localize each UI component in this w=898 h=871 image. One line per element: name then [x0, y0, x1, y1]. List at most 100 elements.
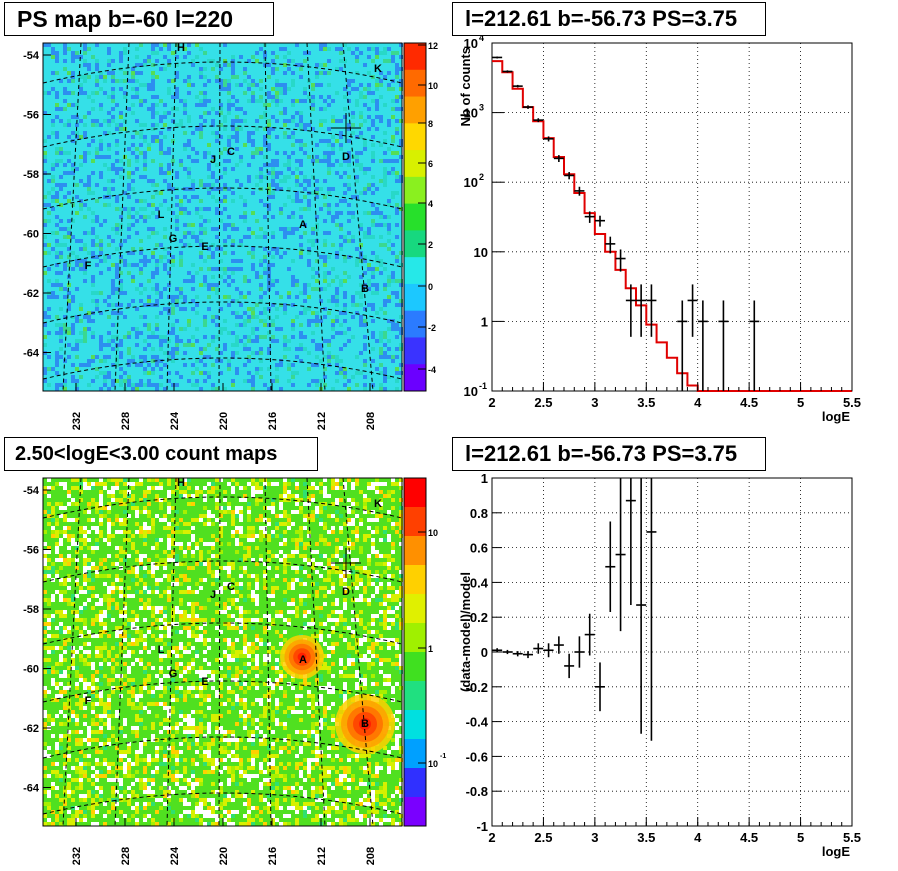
source-label-d: D [342, 151, 350, 163]
source-label-l: L [158, 644, 165, 656]
residual-y-tick-label: 0.4 [470, 575, 489, 590]
residual-data-point [543, 643, 554, 658]
count-map-hotspot [335, 694, 395, 754]
spectrum-data-point [492, 56, 503, 59]
residual-x-tick-label: 4 [694, 830, 702, 845]
spectrum-data-point [687, 284, 698, 337]
source-label-e: E [201, 241, 208, 253]
ps-scale-tick-label: -2 [428, 323, 436, 333]
ps-scale-tick-label: 12 [428, 41, 438, 51]
ps-scale-tick-label: 10 [428, 81, 438, 91]
source-label-d: D [342, 586, 350, 598]
spectrum-y-tick-label: 10 [464, 175, 478, 190]
count-scale-tick-exponent: -1 [440, 753, 446, 760]
map-x-tick-label: 220 [218, 412, 230, 430]
residual-data-point [595, 662, 605, 712]
spectrum-y-tick-exponent: -1 [479, 381, 487, 391]
spectrum-x-tick-label: 5.5 [843, 395, 861, 410]
residual-y-tick-label: -0.8 [466, 784, 488, 799]
source-label-h: H [177, 477, 185, 489]
map-x-tick-label: 228 [120, 847, 132, 865]
residual-data-point [553, 636, 564, 654]
spectrum-x-tick-label: 4 [694, 395, 702, 410]
map-x-tick-label: 232 [71, 412, 83, 430]
ps-scale-tick-label: -4 [428, 365, 436, 375]
source-label-a: A [299, 219, 307, 231]
ps-map: H K CJ D L A G E F B -54 -56 -58 -60 -62 -64 232 228 224 22… [23, 42, 403, 430]
spectrum-grid [492, 43, 852, 391]
map-y-tick-label: -60 [23, 664, 39, 676]
source-label-a: A [299, 654, 307, 666]
residual-y-tick-label: 1 [481, 471, 488, 486]
residual-y-tick-label: 0.6 [470, 541, 488, 556]
spectrum-data-point [749, 300, 760, 391]
residual-data-point [584, 613, 595, 656]
spectrum-y-tick-exponent: 2 [479, 172, 484, 182]
spectrum-y-tick-exponent: 3 [479, 103, 484, 113]
source-label-f: F [85, 260, 92, 272]
spectrum-xlabel: logE [822, 409, 850, 424]
residual-xlabel: logE [822, 844, 850, 859]
map-x-tick-label: 224 [169, 411, 181, 430]
source-label-j: J [210, 154, 216, 166]
spectrum-data-point [636, 284, 647, 337]
count-map-graticule [42, 477, 403, 827]
spectrum-data-point [697, 300, 708, 391]
source-label-e: E [201, 676, 208, 688]
spectrum-data-point [543, 136, 554, 142]
spectrum-data-point [718, 300, 729, 391]
residual-title: l=212.61 b=-56.73 PS=3.75 [452, 437, 766, 471]
map-y-tick-label: -62 [23, 288, 39, 300]
spectrum-data-point [523, 105, 533, 109]
map-y-tick-label: -54 [23, 50, 40, 62]
map-x-tick-label: 216 [267, 412, 279, 430]
ps-scale-tick-label: 4 [428, 199, 433, 209]
spectrum-data-point [533, 118, 544, 123]
residual-y-tick-label: -0.6 [466, 749, 488, 764]
residual-data-point [502, 649, 513, 655]
spectrum-ylabel: Nb of counts [458, 47, 473, 126]
source-label-c: C [227, 581, 235, 593]
source-label-k: K [374, 498, 382, 510]
ps-scale-tick-label: 0 [428, 282, 433, 292]
spectrum-title: l=212.61 b=-56.73 PS=3.75 [452, 2, 766, 36]
spectrum-x-tick-label: 2 [488, 395, 495, 410]
spectrum-y-tick-label: 10 [474, 245, 488, 260]
spectrum-data-point [625, 284, 636, 337]
map-x-tick-label: 212 [316, 412, 328, 430]
source-label-g: G [169, 233, 178, 245]
map-x-tick-label: 208 [365, 847, 377, 865]
ps-map-title: PS map b=-60 l=220 [4, 2, 274, 36]
map-y-tick-label: -56 [23, 110, 39, 122]
ps-map-graticule [42, 42, 403, 392]
spectrum-y-tick-label: 10 [464, 384, 478, 399]
map-y-tick-label: -64 [23, 348, 40, 360]
model-step-line [492, 60, 852, 392]
spectrum-y-tick-label: 10 [464, 106, 478, 121]
spectrum-data-point [677, 300, 688, 391]
spectrum-data-point [646, 284, 657, 337]
spectrum-y-tick-label: 10 [464, 36, 478, 51]
residual-x-tick-label: 3.5 [637, 830, 655, 845]
residual-x-tick-label: 5.5 [843, 830, 861, 845]
map-x-tick-label: 232 [71, 847, 83, 865]
ps-scale-tick-label: 2 [428, 240, 433, 250]
source-label-k: K [374, 63, 382, 75]
source-label-b: B [361, 283, 369, 295]
spectrum-x-tick-label: 3.5 [637, 395, 655, 410]
count-map: H K CJ D L A G E F B -54 -56 -58 -60 -62 -64 232 228 224 22… [23, 477, 403, 865]
count-scale-tick-label: 1 [428, 644, 433, 654]
ps-map-pixels [43, 43, 403, 391]
source-label-l: L [158, 209, 165, 221]
map-y-tick-label: -64 [23, 783, 40, 795]
spectrum-data-point [564, 172, 575, 180]
residual-ylabel: (data-model)/model [458, 572, 473, 692]
residual-data-point [512, 651, 523, 657]
ps-scale-tick-label: 6 [428, 159, 433, 169]
ps-scale-tick-label: 8 [428, 119, 433, 129]
spectrum-data-point [574, 186, 585, 196]
residual-data-point [615, 478, 626, 632]
